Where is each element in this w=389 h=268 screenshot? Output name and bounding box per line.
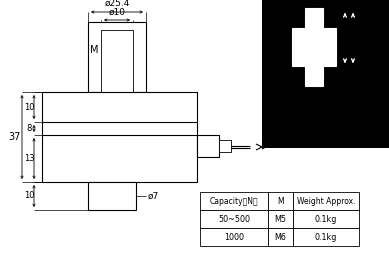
Bar xyxy=(268,210,293,228)
Bar xyxy=(293,192,359,210)
Text: 0.1kg: 0.1kg xyxy=(315,233,337,241)
Bar xyxy=(101,30,133,115)
Text: M6: M6 xyxy=(275,233,286,241)
Bar xyxy=(305,66,323,86)
Text: 1000: 1000 xyxy=(224,233,244,241)
Text: 13: 13 xyxy=(24,154,34,163)
Text: 50~500: 50~500 xyxy=(218,214,250,224)
Bar xyxy=(268,192,293,210)
Bar xyxy=(88,22,146,92)
Bar xyxy=(293,210,359,228)
Text: Capacity（N）: Capacity（N） xyxy=(210,196,258,206)
Bar xyxy=(219,140,231,152)
Text: 0.1kg: 0.1kg xyxy=(315,214,337,224)
Bar xyxy=(262,0,389,148)
Text: ø7: ø7 xyxy=(148,192,159,200)
Text: M5: M5 xyxy=(275,214,287,224)
Text: 8: 8 xyxy=(26,124,32,133)
Bar xyxy=(197,135,219,157)
Text: ø25.4: ø25.4 xyxy=(104,0,130,8)
Bar xyxy=(88,182,136,210)
Bar xyxy=(268,228,293,246)
Text: 10: 10 xyxy=(24,102,34,111)
Bar xyxy=(200,192,268,210)
Bar xyxy=(200,228,268,246)
Text: 10: 10 xyxy=(24,192,34,200)
Bar xyxy=(305,8,323,28)
Bar xyxy=(42,92,197,182)
Text: ø10: ø10 xyxy=(109,8,126,17)
Bar xyxy=(293,228,359,246)
Text: M: M xyxy=(90,45,98,55)
Text: 37: 37 xyxy=(9,132,21,142)
Text: M: M xyxy=(277,196,284,206)
Bar xyxy=(292,28,336,66)
Bar xyxy=(200,210,268,228)
Text: Weight Approx.: Weight Approx. xyxy=(297,196,355,206)
